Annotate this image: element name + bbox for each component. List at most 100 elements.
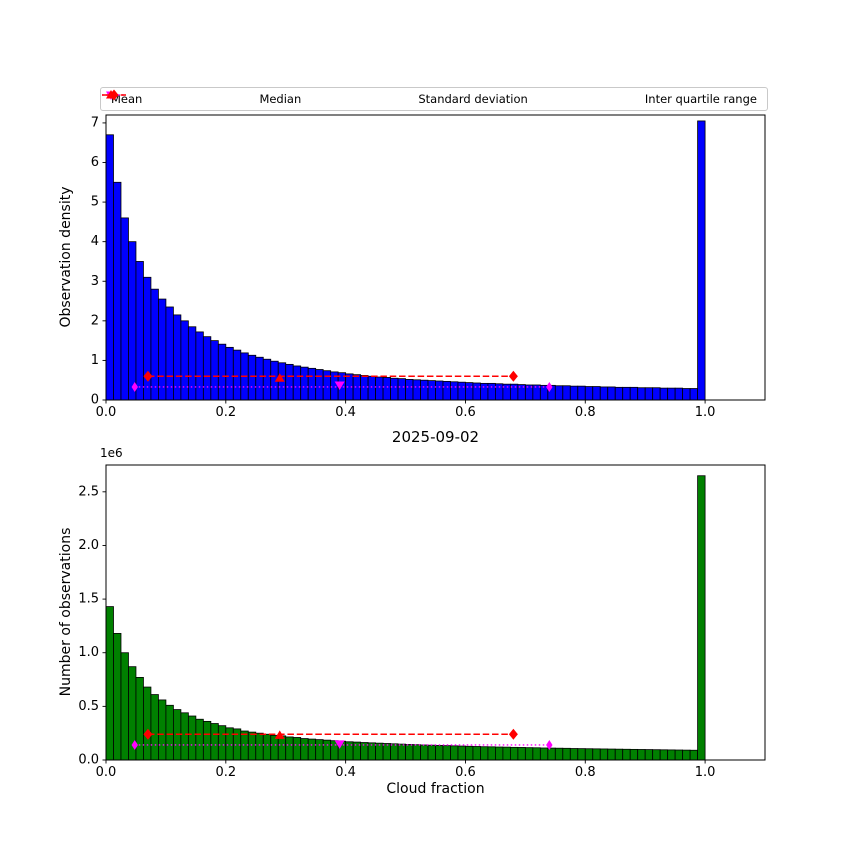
y-tick-label: 5 bbox=[91, 195, 99, 210]
legend-item-inter-quartile-range: Inter quartile range bbox=[102, 89, 757, 106]
y-tick-label: 1.0 bbox=[78, 645, 99, 660]
histogram-bar bbox=[143, 686, 152, 761]
histogram-bar bbox=[532, 747, 541, 761]
histogram-bar bbox=[629, 386, 639, 401]
histogram-bar bbox=[120, 217, 129, 401]
x-tick-label: 0.0 bbox=[96, 405, 117, 420]
histogram-bar bbox=[480, 382, 489, 401]
histogram-bar bbox=[599, 748, 609, 761]
std-high-marker bbox=[546, 381, 553, 392]
histogram-bar bbox=[375, 376, 384, 401]
y-tick-label: 2 bbox=[91, 313, 99, 328]
histogram-bar bbox=[472, 746, 481, 761]
histogram-bar bbox=[509, 746, 519, 761]
axes-spines bbox=[105, 464, 766, 761]
histogram-bar bbox=[569, 748, 579, 761]
histogram-bar bbox=[435, 380, 444, 401]
histogram-bar bbox=[577, 748, 586, 761]
histogram-bar bbox=[465, 745, 474, 761]
histogram-bar bbox=[315, 739, 324, 761]
x-tick-label: 0.6 bbox=[455, 405, 476, 420]
legend-label: Median bbox=[259, 92, 302, 106]
histogram-bar bbox=[187, 326, 197, 401]
iqr-high-marker bbox=[508, 370, 518, 382]
histogram-bar bbox=[187, 715, 197, 761]
histogram-bar bbox=[442, 380, 451, 401]
histogram-bar bbox=[382, 377, 391, 401]
histogram-bar bbox=[105, 134, 114, 401]
histogram-bar bbox=[202, 720, 212, 761]
histogram-bar bbox=[644, 749, 654, 761]
y-tick-label: 4 bbox=[91, 234, 99, 249]
histogram-bar bbox=[135, 677, 144, 761]
histogram-bar bbox=[397, 378, 406, 401]
histogram-bar bbox=[300, 738, 309, 761]
histogram-bar bbox=[158, 298, 167, 401]
x-tick-label: 0.4 bbox=[335, 765, 356, 780]
histogram-bar bbox=[584, 386, 594, 401]
histogram-bar bbox=[607, 748, 616, 761]
histogram-bar bbox=[165, 306, 174, 401]
std-high-marker bbox=[546, 739, 553, 750]
y-tick-label: 1.5 bbox=[78, 592, 99, 607]
histogram-bar bbox=[637, 749, 646, 761]
plot-title: 2025-09-02 bbox=[391, 428, 480, 446]
histogram-bar bbox=[689, 749, 699, 761]
histogram-bar bbox=[592, 386, 601, 401]
histogram-bar bbox=[614, 748, 624, 761]
x-tick-label: 0.8 bbox=[575, 405, 596, 420]
histogram-bar bbox=[495, 383, 504, 401]
histogram-bar bbox=[674, 387, 684, 401]
histogram-bar bbox=[652, 387, 661, 401]
histogram-bar bbox=[465, 382, 474, 401]
x-tick-label: 0.2 bbox=[215, 405, 236, 420]
histogram-bar bbox=[165, 704, 174, 761]
median-marker bbox=[274, 730, 285, 739]
histogram-bar bbox=[307, 738, 317, 761]
iqr-low-marker bbox=[143, 370, 153, 382]
histogram-bar bbox=[285, 363, 294, 401]
histogram-bar bbox=[427, 380, 436, 401]
histogram-bar bbox=[300, 366, 309, 401]
histogram-bar bbox=[180, 320, 189, 401]
histogram-bar bbox=[659, 749, 669, 761]
histogram-bar bbox=[195, 718, 204, 761]
histogram-bar bbox=[644, 387, 654, 401]
x-tick-label: 0.0 bbox=[96, 765, 117, 780]
y-tick-label: 0.0 bbox=[78, 753, 99, 768]
histogram-bar bbox=[569, 385, 579, 401]
histogram-bar bbox=[292, 365, 302, 401]
histogram-bar bbox=[487, 382, 496, 401]
histogram-bar bbox=[577, 385, 586, 401]
histogram-bar bbox=[113, 633, 122, 761]
y-tick-label: 3 bbox=[91, 274, 99, 289]
iqr-low-marker bbox=[143, 728, 153, 740]
std-low-marker bbox=[131, 381, 138, 392]
xlabel: Cloud fraction bbox=[386, 781, 485, 797]
y-tick-label: 7 bbox=[91, 115, 99, 130]
histogram-bar bbox=[637, 387, 646, 401]
std-low-marker bbox=[131, 739, 138, 750]
histogram-bar bbox=[667, 749, 676, 761]
histogram-bar bbox=[120, 652, 129, 761]
histogram-bar bbox=[480, 746, 489, 761]
histogram-bar bbox=[255, 732, 264, 761]
legend: Mean Median Standard deviation Inter qua… bbox=[100, 87, 768, 111]
histogram-bar bbox=[420, 744, 429, 761]
histogram-bar bbox=[435, 745, 444, 761]
histogram-bar bbox=[277, 735, 287, 761]
x-tick-label: 0.2 bbox=[215, 765, 236, 780]
histogram-bar bbox=[150, 694, 159, 761]
histogram-bar bbox=[517, 747, 526, 761]
mean-marker bbox=[334, 381, 345, 390]
histogram-bar bbox=[682, 388, 691, 401]
histogram-bar bbox=[375, 742, 384, 761]
histogram-bar bbox=[360, 375, 369, 401]
y-tick-label: 2.0 bbox=[78, 538, 99, 553]
mean-marker bbox=[334, 740, 345, 749]
histogram-bar bbox=[307, 367, 317, 401]
x-tick-label: 0.4 bbox=[335, 405, 356, 420]
histogram-bar bbox=[554, 747, 564, 761]
